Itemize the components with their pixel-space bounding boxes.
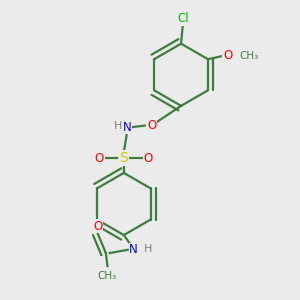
Text: O: O bbox=[93, 220, 102, 233]
Text: O: O bbox=[95, 152, 104, 165]
Text: N: N bbox=[123, 121, 131, 134]
Text: CH₃: CH₃ bbox=[239, 51, 258, 61]
Text: CH₃: CH₃ bbox=[98, 271, 117, 281]
Text: S: S bbox=[119, 151, 128, 165]
Text: Cl: Cl bbox=[177, 12, 188, 25]
Text: H: H bbox=[144, 244, 152, 254]
Text: H: H bbox=[114, 121, 122, 131]
Text: N: N bbox=[129, 243, 138, 256]
Text: O: O bbox=[223, 50, 232, 62]
Text: O: O bbox=[147, 119, 156, 132]
Text: O: O bbox=[144, 152, 153, 165]
